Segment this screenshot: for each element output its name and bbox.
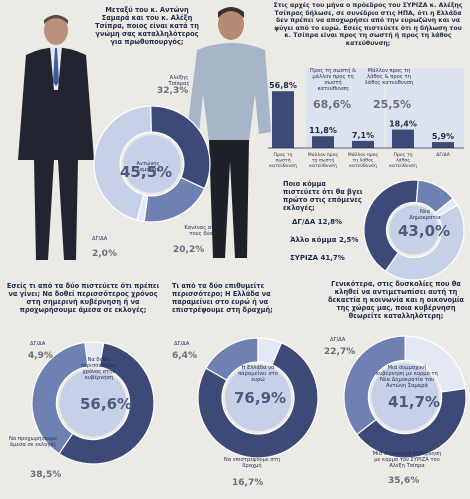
q4-donut-chart bbox=[31, 341, 155, 465]
q4-dk-pct: 4,9% bbox=[28, 351, 53, 361]
q6-syriza-pct: 35,6% bbox=[388, 476, 420, 486]
q4-slice-0 bbox=[58, 342, 155, 465]
q5-drachma-label: Να επιστρέψουμε στη δραχμή bbox=[223, 457, 281, 469]
q6-slice-2 bbox=[404, 335, 467, 393]
q2-category-label-4: ΔΓ/ΔΑ bbox=[436, 152, 450, 158]
q6-nd-label: Μια συμμαχική κυβέρνηση με κορμό τη Νέα … bbox=[376, 365, 438, 389]
q1-dk-pct: 2,0% bbox=[92, 249, 117, 259]
q1-tsipras-label: Αλέξης Τσίπρας bbox=[168, 75, 190, 87]
q6-question: Γενικότερα, στις δυσκολίες που θα κληθεί… bbox=[328, 280, 464, 321]
q2-category-label-1: Μάλλον προς τη σωστή κατεύθυνση bbox=[308, 151, 339, 169]
q1-samaras-pct: 45,5% bbox=[120, 163, 173, 181]
q5-dk-pct: 6,4% bbox=[172, 351, 197, 361]
q3-dk-item: ΔΓ/ΔΑ 12,8% bbox=[292, 218, 342, 226]
q5-donut-chart bbox=[197, 337, 319, 459]
q2-bar-2 bbox=[352, 140, 374, 148]
q1-slice-1 bbox=[150, 105, 211, 190]
tsipras-photo bbox=[183, 2, 275, 264]
q1-tsipras-pct: 32,3% bbox=[157, 86, 189, 96]
q6-slice-0 bbox=[356, 387, 467, 459]
q1-none-pct: 20,2% bbox=[173, 245, 205, 255]
q2-bar-3 bbox=[392, 129, 414, 148]
q1-center bbox=[123, 135, 181, 193]
q2-category-label-2: Μάλλον προς τη λάθος κατεύθυνση bbox=[348, 151, 379, 169]
q2-bar-value-1: 11,8% bbox=[309, 126, 337, 135]
q2-category-label-0: Προς τη σωστή κατεύθυνση bbox=[269, 152, 297, 169]
q1-slice-0 bbox=[93, 105, 152, 221]
q5-drachma-pct: 16,7% bbox=[232, 478, 264, 488]
q6-dk-pct: 22,7% bbox=[324, 347, 356, 357]
q3-question: Ποιο κόμμα πιστεύετε ότι θα βγει πρώτο σ… bbox=[283, 180, 363, 213]
q1-none-label: Κανένας από τους δύο bbox=[184, 225, 218, 237]
q2-bar-1 bbox=[312, 136, 334, 148]
q5-center bbox=[225, 365, 291, 431]
q1-dk-label: ΔΓ/ΔΑ bbox=[92, 236, 108, 242]
samaras-photo bbox=[8, 10, 103, 265]
q2-bar-value-0: 56,8% bbox=[269, 81, 297, 90]
q2-category-label-3: Προς τη λάθος κατεύθυνση bbox=[389, 152, 417, 169]
q3-slice-0 bbox=[384, 204, 465, 281]
q2-bar-value-3: 18,4% bbox=[389, 120, 417, 129]
q5-euro-label: Η Ελλάδα να παραμείνει στο ευρώ bbox=[238, 365, 278, 383]
q4-slice-2 bbox=[84, 341, 105, 368]
q4-slice-1 bbox=[31, 341, 89, 455]
q6-dk-label: ΔΓ/ΔΑ bbox=[330, 337, 346, 343]
q2-bar-4 bbox=[432, 142, 454, 148]
q2-bar-value-4: 5,9% bbox=[432, 132, 454, 141]
q4-question: Εσείς τι από τα δύο πιστεύετε ότι πρέπει… bbox=[6, 282, 160, 315]
q3-slice-1 bbox=[363, 179, 419, 272]
q1-slice-3 bbox=[136, 194, 149, 223]
q3-slice-3 bbox=[434, 197, 459, 218]
q5-slice-2 bbox=[257, 337, 283, 366]
q2-group1-label: Προς τη σωστή & μάλλον προς τη σωστή κατ… bbox=[309, 68, 357, 92]
q5-euro-pct: 76,9% bbox=[234, 389, 287, 407]
q3-other-item: Άλλο κόμμα 2,5% bbox=[290, 236, 359, 244]
q1-samaras-label: Αντώνης Σαμαράς bbox=[136, 161, 160, 173]
q4-dk-label: ΔΓ/ΔΑ bbox=[30, 341, 46, 347]
q2-group2-pct: 25,5% bbox=[373, 98, 412, 111]
q2-group1-pct: 68,6% bbox=[313, 98, 352, 111]
q5-dk-label: ΔΓ/ΔΑ bbox=[174, 341, 190, 347]
q6-donut-chart bbox=[343, 335, 467, 459]
q5-question: Τι από τα δύο επιθυμείτε περισσότερο; Η … bbox=[172, 282, 273, 315]
q4-elect-pct: 38,5% bbox=[30, 470, 62, 480]
q2-bar-0 bbox=[272, 91, 294, 148]
q3-center bbox=[389, 205, 439, 255]
q6-syriza-label: Μια συμμαχική κυβέρνηση με κορμό τον ΣΥΡ… bbox=[372, 451, 442, 469]
q2-group-panel-0 bbox=[306, 68, 384, 148]
q3-nd-pct: 43,0% bbox=[398, 222, 451, 240]
q3-donut-chart bbox=[363, 179, 465, 281]
q3-nd-label: Νέα Δημοκρατία bbox=[409, 209, 441, 221]
q2-bar-chart: 56,8% Προς τη σωστή κατεύθυνση 11,8% Μάλλον π… bbox=[268, 68, 464, 169]
q2-group2-label: Μάλλον προς τη λάθος & προς τη λάθος κατ… bbox=[364, 68, 414, 86]
q2-bar-value-2: 7,1% bbox=[352, 131, 374, 140]
q5-slice-0 bbox=[197, 341, 319, 459]
q3-syriza-item: ΣΥΡΙΖΑ 41,7% bbox=[290, 254, 345, 262]
q6-nd-pct: 41,7% bbox=[388, 393, 441, 411]
q4-time-pct: 56,6% bbox=[80, 395, 133, 413]
q1-question: Μεταξύ του κ. Αντώνη Σαμαρά και του κ. Α… bbox=[95, 6, 199, 47]
q2-question: Στις αρχές του μήνα ο πρόεδρος του ΣΥΡΙΖ… bbox=[273, 2, 463, 47]
q4-time-label: Να δοθεί περισσότερος χρόνος στην κυβέρν… bbox=[80, 357, 118, 381]
q6-center bbox=[371, 363, 439, 431]
q4-elect-label: Να προχωρήσουμε άμεσα σε εκλογές bbox=[8, 436, 58, 448]
q4-center bbox=[59, 369, 127, 437]
q1-donut-chart bbox=[93, 105, 211, 223]
